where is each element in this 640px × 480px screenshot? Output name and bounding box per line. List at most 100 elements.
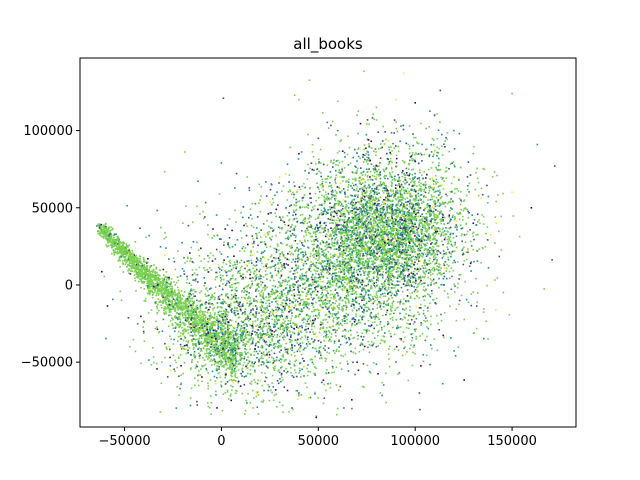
scatter-point xyxy=(198,331,201,333)
scatter-point xyxy=(332,272,334,275)
scatter-point xyxy=(117,260,120,262)
scatter-point xyxy=(104,231,106,234)
scatter-point xyxy=(299,214,302,216)
scatter-point xyxy=(234,359,237,361)
scatter-point xyxy=(292,196,295,199)
scatter-point xyxy=(325,336,327,339)
scatter-point xyxy=(134,257,137,259)
scatter-point xyxy=(243,383,246,386)
scatter-point xyxy=(223,349,226,352)
scatter-point xyxy=(211,340,214,342)
scatter-point xyxy=(211,303,213,305)
scatter-point xyxy=(395,238,397,240)
scatter-point xyxy=(275,234,277,237)
scatter-point xyxy=(286,214,289,217)
scatter-point xyxy=(231,348,233,351)
scatter-point xyxy=(187,296,189,298)
scatter-point xyxy=(190,309,192,311)
scatter-point xyxy=(133,270,136,273)
scatter-point xyxy=(195,308,197,311)
scatter-point xyxy=(204,334,207,337)
scatter-point xyxy=(379,205,381,207)
scatter-point xyxy=(405,327,408,329)
scatter-point xyxy=(230,334,232,336)
scatter-point xyxy=(213,343,216,346)
scatter-point xyxy=(174,310,177,312)
scatter-point xyxy=(368,308,370,310)
scatter-point xyxy=(230,357,232,359)
scatter-point xyxy=(211,294,213,296)
scatter-point xyxy=(191,310,194,313)
scatter-point xyxy=(177,286,179,289)
scatter-point xyxy=(343,227,346,229)
scatter-point xyxy=(436,253,439,256)
scatter-point xyxy=(150,280,153,282)
scatter-point xyxy=(356,232,359,234)
scatter-point xyxy=(165,311,167,313)
scatter-point xyxy=(339,297,342,300)
scatter-point xyxy=(173,310,176,312)
scatter-point xyxy=(190,360,193,363)
scatter-point xyxy=(195,345,197,347)
scatter-point xyxy=(161,293,164,296)
scatter-point xyxy=(405,282,408,284)
scatter-point xyxy=(357,216,360,218)
scatter-point xyxy=(345,181,347,183)
scatter-point xyxy=(303,182,305,185)
scatter-point xyxy=(171,292,174,295)
scatter-point xyxy=(213,307,215,309)
scatter-point xyxy=(336,413,338,416)
scatter-point xyxy=(141,263,143,265)
scatter-point xyxy=(188,292,190,294)
scatter-point xyxy=(102,237,105,239)
scatter-point xyxy=(426,335,428,338)
scatter-point xyxy=(327,280,330,282)
scatter-point xyxy=(404,346,406,348)
scatter-point xyxy=(328,326,331,328)
scatter-point xyxy=(173,260,176,263)
scatter-point xyxy=(234,367,237,369)
scatter-point xyxy=(233,343,235,345)
scatter-point xyxy=(197,374,199,377)
scatter-point xyxy=(120,256,122,258)
scatter-point xyxy=(149,291,151,293)
scatter-point xyxy=(250,271,252,273)
scatter-point xyxy=(295,276,297,278)
scatter-point xyxy=(364,181,367,183)
scatter-point xyxy=(187,293,190,296)
scatter-point xyxy=(132,256,135,258)
scatter-point xyxy=(221,345,223,348)
scatter-point xyxy=(317,259,319,261)
scatter-point xyxy=(407,284,409,287)
scatter-point xyxy=(442,243,444,246)
scatter-point xyxy=(282,220,284,222)
scatter-point xyxy=(319,357,321,360)
scatter-point xyxy=(192,317,195,319)
scatter-point xyxy=(381,266,384,269)
scatter-point xyxy=(297,265,300,267)
scatter-point xyxy=(241,352,243,355)
scatter-point xyxy=(227,329,229,332)
scatter-point xyxy=(312,306,315,309)
scatter-point xyxy=(377,210,380,213)
scatter-point xyxy=(411,168,413,171)
scatter-point xyxy=(125,246,128,248)
scatter-point xyxy=(249,273,251,276)
scatter-point xyxy=(222,357,224,360)
scatter-point xyxy=(397,349,400,351)
scatter-point xyxy=(143,265,145,268)
scatter-point xyxy=(303,347,306,350)
scatter-point xyxy=(163,290,166,292)
scatter-point xyxy=(229,354,232,357)
scatter-point xyxy=(337,286,339,289)
scatter-point xyxy=(367,280,370,283)
scatter-point xyxy=(289,270,292,273)
scatter-point xyxy=(126,260,129,263)
scatter-point xyxy=(219,337,222,339)
scatter-point xyxy=(179,325,181,328)
scatter-point xyxy=(262,292,265,294)
scatter-point xyxy=(248,320,250,322)
scatter-point xyxy=(417,234,420,236)
scatter-point xyxy=(170,292,173,294)
scatter-point xyxy=(185,340,188,343)
